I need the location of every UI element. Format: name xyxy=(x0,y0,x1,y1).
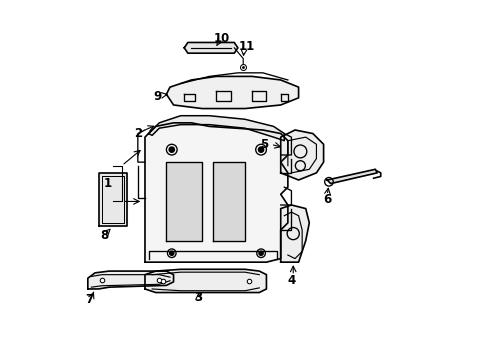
Text: 1: 1 xyxy=(103,177,112,190)
Polygon shape xyxy=(327,169,377,184)
Polygon shape xyxy=(145,269,267,293)
Text: 9: 9 xyxy=(153,90,162,103)
Text: 4: 4 xyxy=(287,274,295,287)
Text: 11: 11 xyxy=(239,40,255,53)
Polygon shape xyxy=(281,205,309,262)
Circle shape xyxy=(170,251,174,255)
Polygon shape xyxy=(148,116,284,141)
Polygon shape xyxy=(184,42,238,53)
Polygon shape xyxy=(145,123,288,262)
Polygon shape xyxy=(213,162,245,241)
Polygon shape xyxy=(98,173,127,226)
Circle shape xyxy=(169,147,174,152)
Text: 7: 7 xyxy=(86,293,94,306)
Polygon shape xyxy=(167,76,298,109)
Polygon shape xyxy=(281,130,323,180)
Polygon shape xyxy=(167,162,202,241)
Circle shape xyxy=(259,251,263,255)
Text: 8: 8 xyxy=(100,229,108,242)
Text: 10: 10 xyxy=(214,32,230,45)
Text: 3: 3 xyxy=(195,291,203,305)
Text: 5: 5 xyxy=(261,138,269,151)
Text: 2: 2 xyxy=(134,127,142,140)
Circle shape xyxy=(258,147,264,152)
Text: 6: 6 xyxy=(323,193,331,206)
Polygon shape xyxy=(88,271,173,289)
